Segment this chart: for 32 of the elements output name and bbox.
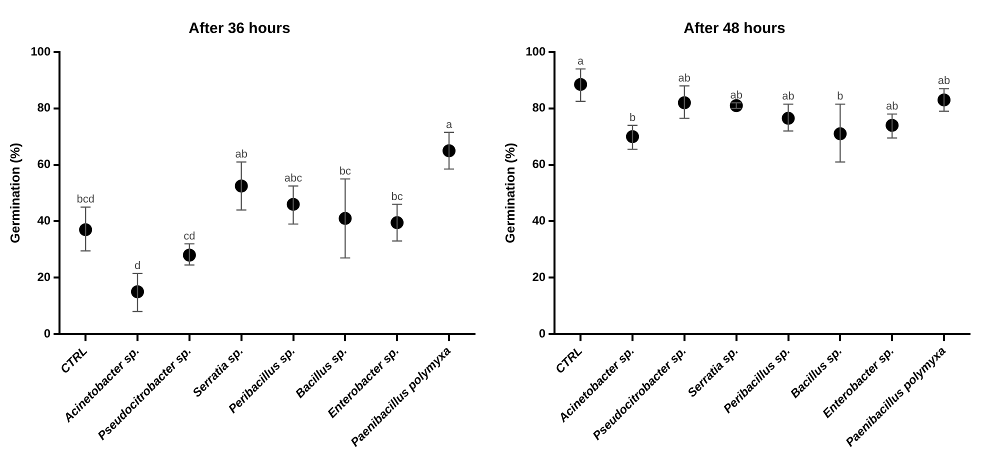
y-tick-label: 60 — [532, 157, 546, 172]
annotation: ab — [886, 100, 898, 113]
chart-title: After 48 hours — [684, 20, 786, 38]
annotation: ab — [938, 75, 950, 88]
y-axis-title: Germination (%) — [502, 142, 518, 244]
annotation: bc — [391, 190, 404, 203]
annotation: ab — [235, 148, 248, 161]
y-tick-label: 40 — [37, 214, 51, 228]
annotation: a — [578, 55, 585, 68]
annotation: bcd — [76, 194, 94, 206]
annotation: b — [629, 112, 636, 124]
y-tick-label: 60 — [37, 157, 51, 172]
y-tick-label: 80 — [532, 100, 546, 115]
annotation: abc — [284, 172, 303, 185]
y-tick-label: 20 — [532, 270, 546, 284]
annotation: ab — [678, 72, 691, 84]
annotation: b — [837, 90, 844, 103]
y-tick-label: 100 — [526, 44, 546, 58]
annotation: ab — [730, 89, 742, 102]
y-tick-label: 80 — [37, 100, 51, 115]
y-tick-label: 20 — [37, 270, 51, 284]
y-axis-title: Germination (%) — [7, 142, 22, 244]
chart-title: After 36 hours — [188, 20, 290, 38]
annotation: cd — [184, 230, 196, 242]
y-tick-label: 0 — [44, 326, 51, 340]
annotation: a — [446, 118, 453, 131]
y-tick-label: 100 — [30, 44, 51, 58]
annotation: bc — [339, 165, 352, 178]
y-tick-label: 40 — [532, 214, 546, 228]
annotation: ab — [782, 90, 794, 103]
y-tick-label: 0 — [538, 326, 546, 340]
annotation: d — [134, 260, 141, 272]
